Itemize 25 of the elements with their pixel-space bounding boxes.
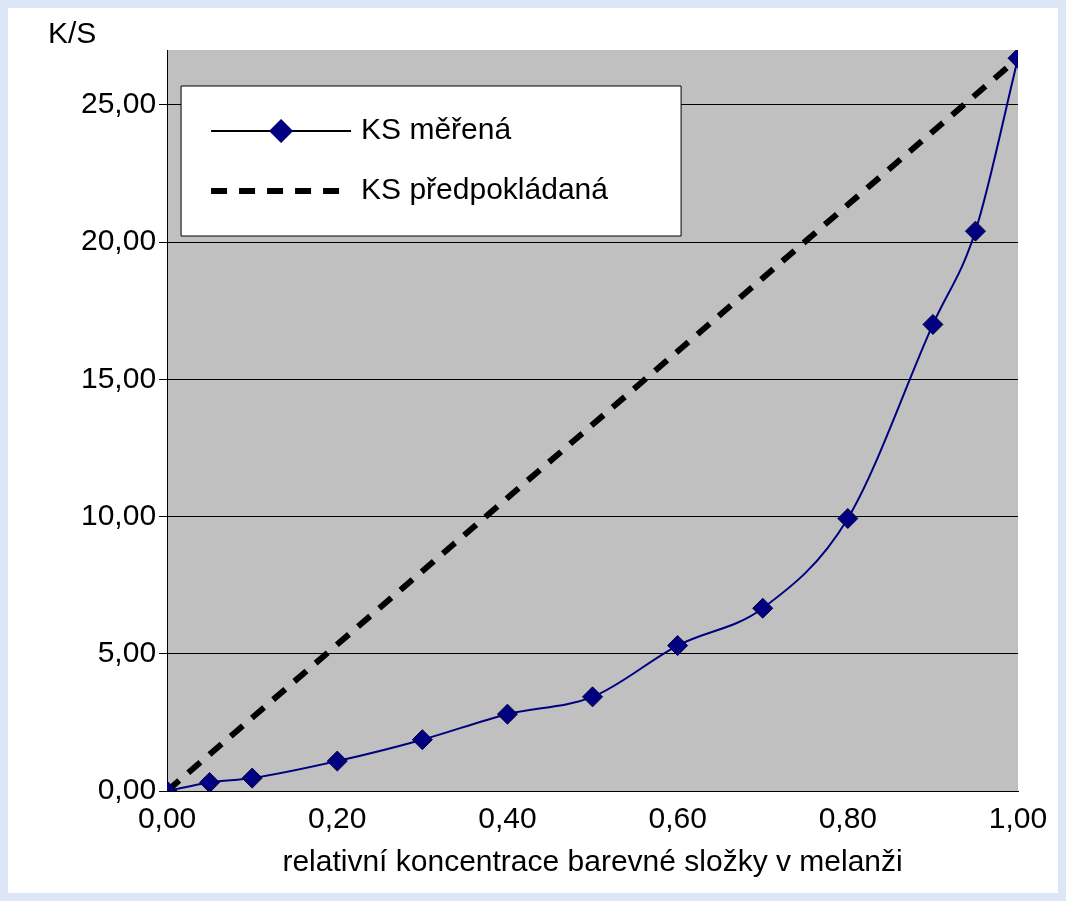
point [199,771,221,791]
point [241,767,263,789]
point [964,220,986,242]
point [837,507,859,529]
point [752,597,774,619]
y-tick-label: 10,00 [81,497,157,531]
point [326,750,348,772]
x-tick-label: 0,40 [478,801,537,835]
point [582,686,604,708]
legend-label: KS předpokládaná [361,172,609,206]
y-tick-label: 20,00 [81,223,157,257]
legend-label: KS měřená [361,112,512,146]
point [667,635,689,657]
y-axis-title: K/S [47,16,97,50]
x-tick-label: 0,20 [308,801,367,835]
y-tick-label: 15,00 [81,360,157,394]
point [411,729,433,751]
y-tick-label: 5,00 [97,635,157,669]
point [922,313,944,335]
x-axis-title: relativní koncentrace barevné složky v melanži [282,844,903,878]
x-tick-label: 0,60 [648,801,707,835]
x-tick-label: 0,80 [818,801,878,835]
x-tick-label: 1,00 [988,801,1048,835]
point [496,703,518,725]
y-tick-label: 25,00 [81,86,157,120]
